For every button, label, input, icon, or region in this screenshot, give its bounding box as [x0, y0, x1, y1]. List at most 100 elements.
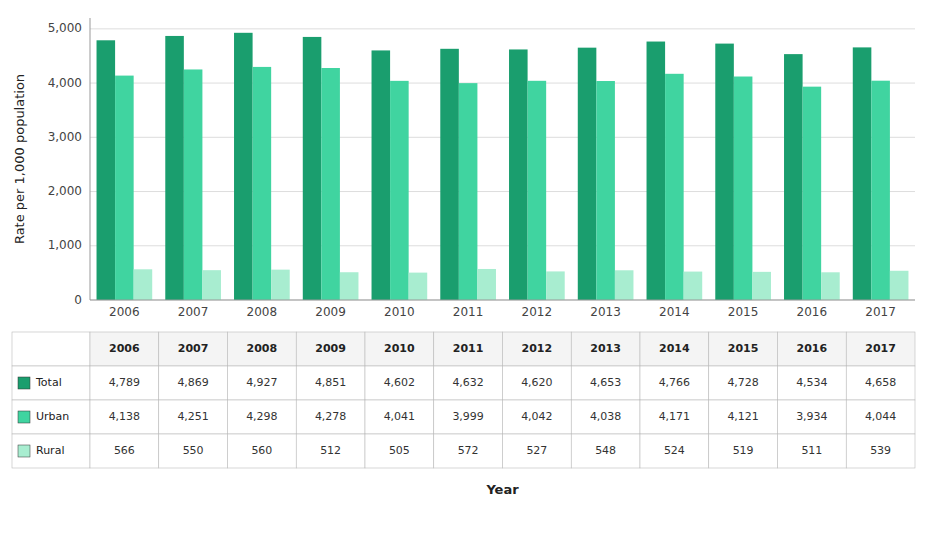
y-tick-label: 0	[74, 293, 82, 307]
table-cell	[503, 434, 572, 468]
bar	[115, 76, 134, 300]
bars	[97, 33, 909, 300]
table-cell	[90, 332, 159, 366]
bar	[871, 81, 890, 300]
table-cell	[365, 434, 434, 468]
table-header: 2015	[728, 342, 759, 355]
table-cell	[12, 332, 90, 366]
table-value: 4,251	[177, 410, 209, 423]
table-cell	[228, 434, 297, 468]
table-cell	[640, 400, 709, 434]
table-cell	[365, 366, 434, 400]
bar	[340, 272, 359, 300]
grid-line	[90, 300, 915, 301]
x-tick-label: 2013	[590, 305, 621, 319]
table-cell	[365, 400, 434, 434]
table-cell	[159, 434, 228, 468]
data-table: 2006200720082009201020112012201320142015…	[12, 332, 915, 468]
table-value: 4,121	[727, 410, 759, 423]
bar	[821, 272, 840, 300]
table-header: 2011	[453, 342, 484, 355]
legend-swatch	[18, 377, 30, 389]
table-cell	[640, 434, 709, 468]
bar	[459, 83, 478, 300]
table-cell	[640, 332, 709, 366]
table-value: 4,927	[246, 376, 278, 389]
bar	[647, 42, 666, 300]
x-tick-label: 2012	[522, 305, 553, 319]
table-value: 519	[733, 444, 754, 457]
bar	[853, 47, 872, 300]
table-cell	[709, 434, 778, 468]
bar	[321, 68, 340, 300]
table-value: 539	[870, 444, 891, 457]
y-axis-label: Rate per 1,000 population	[12, 74, 27, 244]
series-bars	[115, 67, 890, 300]
bar	[528, 81, 547, 300]
legend-entry: Total	[35, 376, 62, 389]
table-header: 2009	[315, 342, 346, 355]
table-cell	[778, 400, 847, 434]
bar	[803, 87, 822, 300]
table-value: 560	[251, 444, 272, 457]
table-value: 4,789	[109, 376, 141, 389]
bar	[734, 77, 753, 300]
table-cell	[640, 366, 709, 400]
table-header: 2010	[384, 342, 415, 355]
x-tick-label: 2008	[247, 305, 278, 319]
table-header: 2008	[247, 342, 278, 355]
table-value: 4,632	[452, 376, 484, 389]
table-cell	[296, 332, 365, 366]
x-tick-label: 2009	[315, 305, 346, 319]
table-value: 4,038	[590, 410, 622, 423]
bar	[134, 269, 153, 300]
table-value: 4,138	[109, 410, 141, 423]
x-tick-label: 2016	[797, 305, 828, 319]
table-cell	[709, 400, 778, 434]
table-cell	[778, 434, 847, 468]
table-value: 4,869	[177, 376, 209, 389]
table-value: 3,999	[452, 410, 484, 423]
table-cell	[434, 332, 503, 366]
table-cell	[571, 366, 640, 400]
table-value: 4,602	[384, 376, 416, 389]
table-cell	[571, 434, 640, 468]
y-tick-label: 1,000	[48, 238, 82, 252]
table-value: 527	[526, 444, 547, 457]
table-cell	[571, 400, 640, 434]
legend-swatch	[18, 445, 30, 457]
table-cell	[228, 366, 297, 400]
table-value: 4,278	[315, 410, 347, 423]
table-cell	[846, 332, 915, 366]
table-cell	[365, 332, 434, 366]
bar	[253, 67, 272, 300]
bar	[202, 270, 221, 300]
x-tick-label: 2011	[453, 305, 484, 319]
bar	[546, 271, 565, 300]
bar	[390, 81, 409, 300]
y-tick-label: 5,000	[48, 21, 82, 35]
table-cell	[159, 332, 228, 366]
table-value: 4,766	[659, 376, 691, 389]
table-cell	[846, 366, 915, 400]
table-value: 4,041	[384, 410, 416, 423]
table-value: 550	[183, 444, 204, 457]
y-tick-labels: 01,0002,0003,0004,0005,000	[48, 21, 82, 306]
table-cell	[503, 332, 572, 366]
bar	[477, 269, 496, 300]
table-cell	[12, 434, 90, 468]
bar	[372, 50, 391, 300]
bar	[715, 44, 734, 300]
table-cell	[503, 366, 572, 400]
grid-line	[90, 28, 915, 29]
table-cell	[228, 400, 297, 434]
table-header: 2012	[522, 342, 553, 355]
y-tick-label: 4,000	[48, 76, 82, 90]
table-value: 4,534	[796, 376, 828, 389]
table-value: 4,171	[659, 410, 691, 423]
table-value: 572	[458, 444, 479, 457]
table-value: 4,044	[865, 410, 897, 423]
table-header: 2016	[797, 342, 828, 355]
bar	[665, 74, 684, 300]
bar	[184, 69, 203, 300]
